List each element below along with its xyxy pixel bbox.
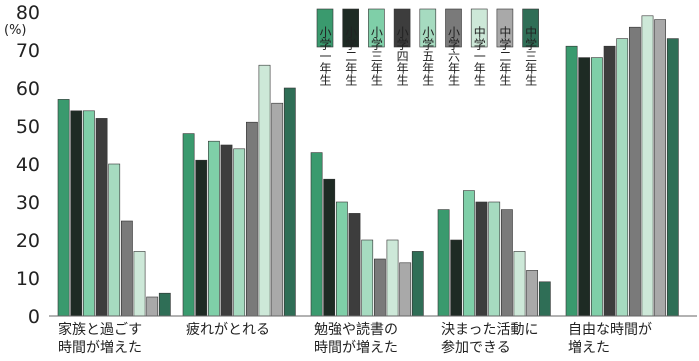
bar xyxy=(57,99,70,317)
legend-swatch xyxy=(316,8,334,48)
bar xyxy=(95,118,108,317)
bar xyxy=(83,110,95,317)
legend-swatch xyxy=(496,8,514,48)
bar xyxy=(335,201,348,317)
y-axis-unit-label: (%) xyxy=(4,23,27,38)
legend-label: 小学一年生 xyxy=(318,26,332,86)
bar xyxy=(411,251,424,317)
bar xyxy=(565,45,578,317)
legend-swatch xyxy=(445,8,462,48)
x-category-label: 決まった活動に参加できる xyxy=(441,322,538,356)
x-axis-category-labels: 家族と過ごす時間が増えた 疲れがとれる 勉強や読書の時間が増えた 決まった活動に参加で… xyxy=(58,321,652,356)
bar xyxy=(578,57,591,317)
legend-label: 小学五年生 xyxy=(421,26,435,86)
bar xyxy=(182,133,195,317)
y-tick-label: 50 xyxy=(16,116,40,138)
bar xyxy=(488,201,501,317)
bar xyxy=(538,281,551,317)
x-category-label: 家族と過ごす時間が増えた xyxy=(58,321,142,356)
bar-series xyxy=(57,15,679,317)
bar xyxy=(399,262,412,317)
x-category-label: 疲れがとれる xyxy=(186,321,270,338)
bar xyxy=(146,296,159,317)
bar xyxy=(361,239,374,317)
bar xyxy=(283,87,296,317)
bar xyxy=(603,45,616,317)
bar xyxy=(500,209,513,317)
legend-swatch xyxy=(419,8,437,48)
bar xyxy=(450,239,463,317)
legend-swatch xyxy=(342,8,360,48)
y-tick-label: 80 xyxy=(16,2,40,24)
legend-swatch xyxy=(368,8,385,48)
bar xyxy=(616,38,629,317)
y-tick-label: 40 xyxy=(16,154,40,176)
bar xyxy=(246,121,258,317)
x-category-label: 勉強や読書の時間が増えた xyxy=(314,321,398,356)
legend-label: 小学三年生 xyxy=(369,26,383,86)
bar xyxy=(310,152,323,317)
bar xyxy=(348,213,361,317)
y-tick-label: 70 xyxy=(16,40,40,62)
y-tick-label: 20 xyxy=(16,230,40,252)
bar xyxy=(628,26,641,317)
y-tick-label: 0 xyxy=(28,306,40,328)
bar xyxy=(108,163,121,317)
bar xyxy=(121,220,133,317)
bar xyxy=(258,64,271,317)
bar xyxy=(271,102,284,317)
legend-swatch xyxy=(470,8,488,48)
bar xyxy=(590,57,603,317)
y-tick-label: 30 xyxy=(16,192,40,214)
bar xyxy=(323,178,336,317)
y-tick-label: 10 xyxy=(16,268,40,290)
bar xyxy=(233,148,246,317)
bar xyxy=(437,209,450,317)
legend-label: 中学三年生 xyxy=(524,25,538,86)
bar xyxy=(475,201,488,317)
legend: 小学一年生 小学二年生 小学三年生 小学四年生 小学五年生 小学六年生 中学一年生 中学二年生… xyxy=(311,6,547,125)
legend-label: 中学二年生 xyxy=(498,25,512,86)
legend-swatch xyxy=(393,8,411,48)
legend-label: 小学六年生 xyxy=(447,26,461,86)
bar xyxy=(373,258,386,317)
bar xyxy=(158,292,171,317)
y-axis: 0 10 20 30 40 50 60 70 80 xyxy=(16,2,40,328)
bar xyxy=(666,38,679,317)
bar xyxy=(70,110,83,317)
legend-swatch xyxy=(522,8,539,48)
legend-label: 中学一年生 xyxy=(472,25,486,86)
bar xyxy=(133,251,146,317)
bar xyxy=(220,144,233,317)
bar xyxy=(641,15,654,317)
legend-label: 小学二年生 xyxy=(344,26,358,86)
bar xyxy=(208,140,220,317)
bar xyxy=(462,190,475,317)
bar xyxy=(654,19,666,317)
bar xyxy=(526,270,538,317)
legend-label: 小学四年生 xyxy=(395,26,409,86)
bar xyxy=(513,251,526,317)
x-category-label: 自由な時間が増えた xyxy=(568,322,652,356)
bar xyxy=(195,159,208,317)
y-tick-label: 60 xyxy=(16,78,40,100)
bar xyxy=(386,239,399,317)
